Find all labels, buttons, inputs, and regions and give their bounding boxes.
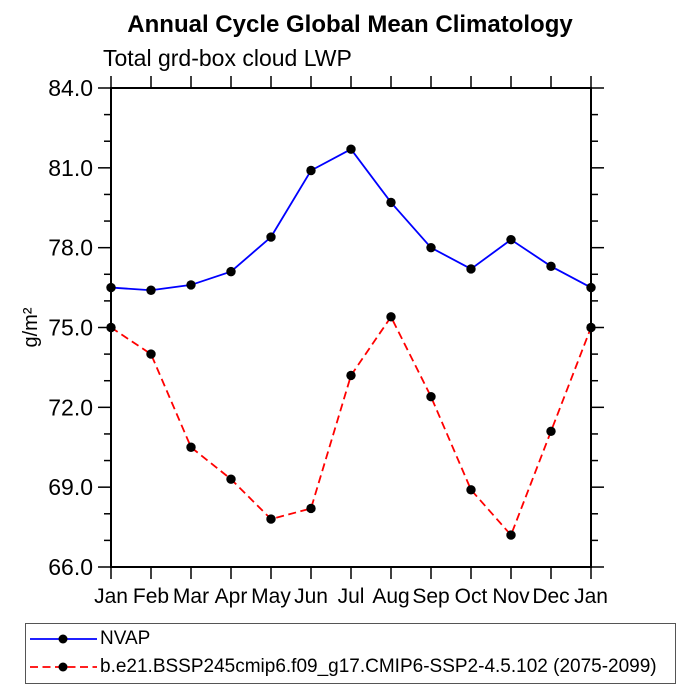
x-tick-label: Dec — [532, 585, 569, 608]
chart-subtitle: Total grd-box cloud LWP — [103, 45, 352, 71]
data-point-nvap — [226, 266, 236, 277]
data-point-nvap — [506, 234, 516, 245]
legend-label-model: b.e21.BSSP245cmip6.f09_g17.CMIP6-SSP2-4.… — [100, 655, 657, 677]
data-point-nvap — [186, 280, 196, 290]
series-line-nvap — [110, 148, 592, 292]
plot-frame — [110, 87, 592, 568]
data-point-model — [586, 322, 596, 333]
data-point-model — [266, 514, 276, 524]
x-tick-label: Sep — [412, 585, 449, 608]
data-point-nvap — [106, 282, 116, 293]
legend-label-nvap: NVAP — [100, 628, 151, 650]
y-tick-label: 69.0 — [48, 474, 93, 500]
x-tick-label: Jul — [338, 585, 365, 608]
x-tick-label: Nov — [492, 585, 530, 608]
data-point-nvap — [426, 242, 436, 253]
nvap-line-sample-icon — [30, 634, 97, 644]
model-line-sample-icon — [30, 662, 97, 672]
data-point-model — [186, 442, 196, 452]
x-tick-label: Jan — [574, 585, 608, 608]
data-point-nvap — [466, 264, 476, 274]
data-point-model — [106, 322, 116, 333]
legend-item-nvap: NVAP — [29, 626, 675, 653]
legend-item-model: b.e21.BSSP245cmip6.f09_g17.CMIP6-SSP2-4.… — [29, 653, 675, 680]
x-tick-label: Aug — [372, 585, 409, 608]
x-tick-label: Feb — [133, 585, 169, 608]
data-point-nvap — [146, 285, 156, 295]
data-point-nvap — [346, 144, 356, 154]
data-point-nvap — [586, 282, 596, 293]
series-line-model — [110, 315, 592, 537]
data-point-model — [506, 530, 516, 540]
legend-marker-nvap — [58, 634, 68, 644]
data-point-nvap — [266, 232, 276, 242]
chart-title: Annual Cycle Global Mean Climatology — [127, 11, 573, 38]
data-point-model — [146, 349, 156, 359]
legend: NVAP b.e21.BSSP245cmip6.f09_g17.CMIP6-SS… — [25, 623, 676, 684]
y-axis-title: g/m² — [20, 307, 42, 347]
x-tick-label: Jun — [294, 585, 328, 608]
x-tick-label: Oct — [455, 585, 488, 608]
data-point-model — [546, 426, 556, 436]
x-tick-label: Jan — [94, 585, 128, 608]
data-point-nvap — [546, 261, 556, 271]
data-point-model — [306, 503, 316, 514]
data-point-model — [386, 312, 396, 322]
legend-marker-model — [58, 662, 68, 672]
y-tick-label: 72.0 — [48, 394, 93, 420]
x-tick-label: Mar — [173, 585, 209, 608]
data-point-model — [226, 474, 236, 484]
x-tick-label: May — [251, 585, 291, 608]
data-point-nvap — [306, 165, 316, 176]
data-point-model — [346, 370, 356, 381]
data-point-model — [426, 391, 436, 402]
x-tick-label: Apr — [215, 585, 248, 608]
data-point-nvap — [386, 197, 396, 208]
y-tick-label: 78.0 — [48, 235, 93, 261]
y-tick-label: 81.0 — [48, 155, 93, 181]
data-point-model — [466, 485, 476, 495]
y-tick-label: 84.0 — [48, 75, 93, 101]
y-tick-label: 66.0 — [48, 554, 93, 580]
y-tick-label: 75.0 — [48, 315, 93, 341]
